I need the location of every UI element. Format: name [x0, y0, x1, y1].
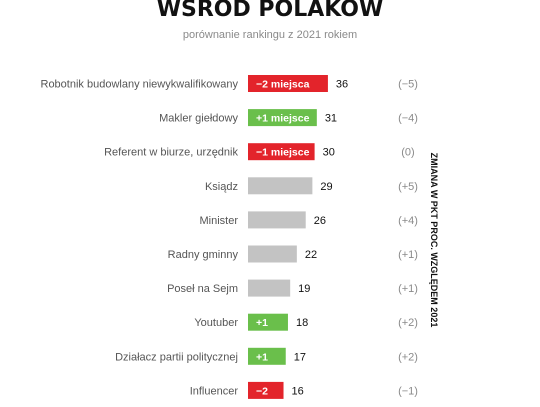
value-label: 19 [298, 283, 310, 295]
bar [248, 211, 306, 229]
category-label: Influencer [190, 385, 239, 397]
category-label: Minister [199, 215, 238, 227]
category-label: Referent w biurze, urzędnik [104, 147, 238, 159]
bar [248, 245, 297, 263]
bar [248, 143, 315, 161]
value-label: 31 [325, 113, 337, 125]
bar-rank-change-label: −2 miejsca [256, 79, 310, 91]
change-label: (−1) [398, 385, 418, 397]
bar-rank-change-label: −2 [256, 385, 268, 397]
change-label: (−5) [398, 79, 418, 91]
category-label: Radny gminny [168, 249, 239, 261]
change-label: (+1) [398, 283, 418, 295]
change-label: (+2) [398, 317, 418, 329]
category-label: Robotnik budowlany niewykwalifikowany [41, 79, 239, 91]
bar [248, 279, 291, 297]
bar-rank-change-label: +1 [256, 351, 268, 363]
value-label: 17 [294, 351, 306, 363]
bar [248, 109, 317, 127]
bar-rank-change-label: +1 [256, 317, 268, 329]
value-label: 30 [323, 147, 335, 159]
bar [248, 75, 328, 92]
bar-rank-change-label: −1 miejsce [256, 147, 310, 159]
chart-title: WŚRÓD POLAKÓW [157, 0, 384, 22]
category-label: Działacz partii politycznej [115, 351, 238, 363]
chart-subtitle: porównanie rankingu z 2021 rokiem [183, 29, 357, 41]
category-label: Poseł na Sejm [167, 283, 238, 295]
change-label: (+4) [398, 215, 418, 227]
category-label: Ksiądz [205, 181, 238, 193]
category-label: Makler giełdowy [159, 113, 238, 125]
bar [248, 347, 286, 365]
bar [248, 313, 288, 331]
bar-rank-change-label: +1 miejsce [256, 113, 310, 125]
value-label: 29 [320, 181, 332, 193]
change-label: (−4) [398, 113, 418, 125]
change-label: (0) [401, 147, 414, 159]
bar [248, 381, 284, 399]
value-label: 18 [296, 317, 308, 329]
bar [248, 177, 313, 195]
value-label: 16 [292, 385, 304, 397]
change-label: (+1) [398, 249, 418, 261]
value-label: 36 [336, 79, 348, 91]
value-label: 22 [305, 249, 317, 261]
change-label: (+5) [398, 181, 418, 193]
value-label: 26 [314, 215, 326, 227]
chart-rows: Robotnik budowlany niewykwalifikowany −2 … [41, 75, 418, 399]
category-label: Youtuber [194, 317, 238, 329]
change-axis-label: ZMIANA W PKT PROC. WZGLĘDEM 2021 [429, 153, 439, 328]
change-label: (+2) [398, 351, 418, 363]
